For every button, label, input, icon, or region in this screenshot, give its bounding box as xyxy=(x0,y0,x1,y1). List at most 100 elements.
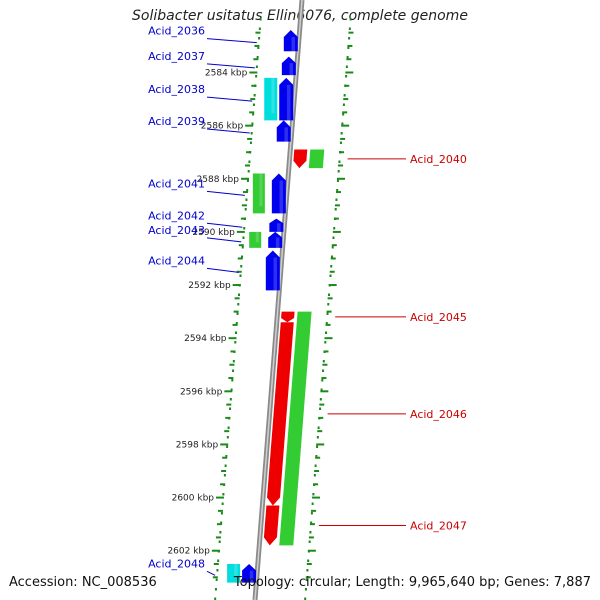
scale-label: 2598 kbp xyxy=(176,440,219,450)
ring-dot-left xyxy=(220,512,223,515)
gene-Acid_2041-shape xyxy=(271,173,286,214)
ring-dot-left xyxy=(235,331,238,334)
gene-shape xyxy=(281,311,295,323)
backbone-highlight xyxy=(254,0,303,600)
backbone-layer xyxy=(252,0,305,600)
scale-label: 2584 kbp xyxy=(205,69,248,79)
orf-left-shine xyxy=(259,173,263,207)
rna-feature-shape xyxy=(264,77,278,121)
rna-feature-shape xyxy=(227,564,241,583)
leader-line xyxy=(206,237,242,243)
ring-dot-left xyxy=(222,493,225,496)
ring-dot-right xyxy=(310,512,313,515)
ring-dot-left xyxy=(229,407,232,410)
genome-summary-text: Topology: circular; Length: 9,965,640 bp… xyxy=(233,575,591,590)
ring-dot-left xyxy=(252,103,255,106)
ring-dot-left xyxy=(249,141,252,144)
ring-dot-left xyxy=(232,360,235,363)
ring-dot-left xyxy=(227,426,230,429)
ring-dot-left xyxy=(226,445,229,448)
ring-dot-right xyxy=(340,132,343,135)
gene-label-left: Acid_2039 xyxy=(148,115,205,128)
rna-feature-shine xyxy=(234,564,238,577)
ring-dot-left xyxy=(216,569,219,572)
label-layer: Acid_2036 Acid_2037 Acid_2038 Acid_2039 Acid… xyxy=(148,25,467,576)
ring-dot-right xyxy=(313,474,316,477)
ring-dot-left xyxy=(237,303,240,306)
ring-dot-left xyxy=(240,255,243,258)
ring-dot-right xyxy=(334,208,337,211)
ring-dot-right xyxy=(349,18,352,21)
ring-dot-left xyxy=(247,170,250,173)
gene-Acid_2044-shine xyxy=(273,257,278,291)
gene-label-left: Acid_2042 xyxy=(148,209,205,222)
ring-dot-left xyxy=(240,265,243,268)
ring-dot-left xyxy=(252,113,255,116)
orf-left-shape xyxy=(252,173,265,214)
scale-label: 2586 kbp xyxy=(201,122,244,132)
ring-dot-left xyxy=(251,122,254,125)
ring-dot-right xyxy=(304,588,307,591)
ring-dot-right xyxy=(337,170,340,173)
ring-dot-left xyxy=(225,455,228,458)
ring-dot-right xyxy=(339,141,342,144)
ring-dot-left xyxy=(259,18,262,21)
gene-Acid_2038-shape xyxy=(279,77,294,121)
orf-left-shape xyxy=(249,231,262,248)
ring-dot-right xyxy=(345,75,348,78)
leader-line xyxy=(206,267,239,273)
leader-line xyxy=(206,63,255,69)
ring-dot-left xyxy=(243,227,246,230)
ring-dot-right xyxy=(321,379,324,382)
orf-left xyxy=(252,173,265,214)
ring-dot-left xyxy=(255,75,258,78)
ring-dot-right xyxy=(316,445,319,448)
ring-dot-right xyxy=(343,94,346,97)
gene-Acid_2037-shine xyxy=(289,63,294,76)
ring-dot-right xyxy=(326,312,329,315)
ring-dot-left xyxy=(232,369,235,372)
ring-dot-right xyxy=(320,388,323,391)
gene-label-left: Acid_2037 xyxy=(148,50,205,63)
rna-feature xyxy=(227,564,241,583)
ring-dot-right xyxy=(304,597,307,600)
gene-shape xyxy=(293,149,308,169)
orf-left xyxy=(249,231,262,248)
ring-dot-right xyxy=(327,303,330,306)
ring-dot-left xyxy=(258,27,261,30)
ring-dot-right xyxy=(312,493,315,496)
gene-label-left: Acid_2041 xyxy=(148,177,205,190)
ring-dot-right xyxy=(325,322,328,325)
gene-Acid_2036-shine xyxy=(291,37,296,52)
ring-dot-right xyxy=(338,160,341,163)
gene-Acid_2038 xyxy=(279,77,294,121)
ring-dot-left xyxy=(229,398,232,401)
ring-dot-right xyxy=(348,37,351,40)
ring-dot-left xyxy=(253,94,256,97)
orf-right xyxy=(279,311,312,546)
ring-dot-right xyxy=(307,559,310,562)
ring-dot-right xyxy=(328,293,331,296)
ring-dot-left xyxy=(214,597,217,600)
gene-Acid_2044 xyxy=(265,250,280,291)
ring-dot-left xyxy=(231,379,234,382)
gene-Acid_2039 xyxy=(276,120,291,142)
ring-dot-right xyxy=(316,436,319,439)
gene-Acid_2044-shape xyxy=(265,250,280,291)
orf-right xyxy=(308,149,325,169)
rna-feature xyxy=(264,77,278,121)
ring-dot-left xyxy=(257,46,260,49)
gene-Acid_2042-shape xyxy=(269,218,284,232)
leader-line xyxy=(206,128,250,134)
ring-dot-left xyxy=(214,588,217,591)
gene-Acid_2043 xyxy=(268,231,283,248)
gene-Acid_2040 xyxy=(293,149,308,169)
ring-dot-left xyxy=(255,65,258,68)
gene-Acid_2036 xyxy=(283,30,298,52)
ring-dot-left xyxy=(224,464,227,467)
ring-dot-right xyxy=(329,274,332,277)
gene-label-left: Acid_2048 xyxy=(148,557,205,570)
ring-dot-right xyxy=(342,113,345,116)
ring-dot-right xyxy=(332,236,335,239)
